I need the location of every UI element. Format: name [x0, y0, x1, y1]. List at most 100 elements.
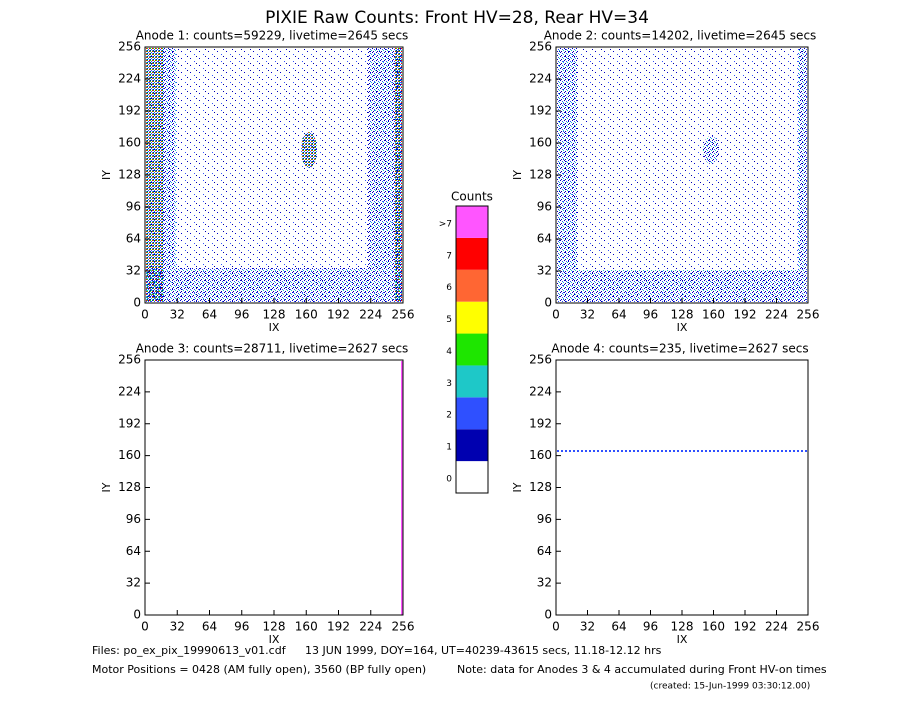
- y-tick-label: 192: [118, 416, 141, 430]
- x-tick-label: 64: [611, 308, 626, 322]
- colorbar-label: 1: [446, 443, 452, 453]
- x-tick-label: 256: [797, 308, 820, 322]
- x-tick-label: 128: [263, 620, 286, 634]
- y-tick-label: 224: [529, 384, 552, 398]
- y-tick-label: 32: [126, 576, 141, 590]
- x-tick-label: 64: [611, 620, 626, 634]
- plot-frame: [144, 359, 404, 616]
- color-swatch: [456, 333, 488, 366]
- y-tick-label: 32: [537, 264, 552, 278]
- panel-texture: [146, 48, 807, 615]
- y-tick-label: 96: [126, 512, 141, 526]
- y-tick-label: 64: [537, 544, 552, 558]
- x-axis-label: IX: [269, 633, 280, 646]
- x-tick-label: 128: [671, 308, 694, 322]
- x-tick-label: 32: [170, 620, 185, 634]
- y-axis-label: IY: [511, 482, 524, 492]
- x-tick-label: 0: [141, 620, 149, 634]
- y-tick-label: 0: [544, 296, 552, 310]
- footer-motor: Motor Positions = 0428 (AM fully open), …: [92, 663, 426, 676]
- color-swatch: [456, 269, 488, 302]
- colorbar-label: 0: [446, 475, 452, 485]
- x-tick-label: 256: [797, 620, 820, 634]
- y-tick-label: 128: [118, 480, 141, 494]
- y-tick-label: 0: [544, 608, 552, 622]
- y-tick-label: 192: [529, 104, 552, 118]
- y-tick-label: 160: [118, 448, 141, 462]
- x-axis-label: IX: [677, 321, 688, 334]
- y-tick-label: 0: [133, 296, 141, 310]
- x-tick-label: 32: [170, 308, 185, 322]
- y-tick-label: 96: [537, 200, 552, 214]
- footer-times: 13 JUN 1999, DOY=164, UT=40239-43615 sec…: [305, 644, 662, 657]
- y-tick-label: 64: [126, 544, 141, 558]
- y-tick-label: 128: [529, 168, 552, 182]
- colorbar-frame: [455, 205, 489, 494]
- x-tick-label: 32: [580, 308, 595, 322]
- color-swatch: [456, 206, 488, 238]
- color-swatch: [456, 429, 488, 462]
- color-swatch: [456, 237, 488, 270]
- y-tick-label: 192: [529, 416, 552, 430]
- x-tick-label: 0: [552, 620, 560, 634]
- x-tick-label: 128: [671, 620, 694, 634]
- colorbar-label: >7: [439, 219, 452, 229]
- x-tick-label: 0: [141, 308, 149, 322]
- x-tick-label: 192: [734, 308, 757, 322]
- y-axis-label: IY: [511, 170, 524, 180]
- y-tick-label: 64: [126, 232, 141, 246]
- y-tick-label: 0: [133, 608, 141, 622]
- y-tick-label: 128: [529, 480, 552, 494]
- y-tick-label: 160: [529, 136, 552, 150]
- y-tick-label: 224: [118, 384, 141, 398]
- x-tick-label: 192: [327, 620, 350, 634]
- x-tick-label: 192: [734, 620, 757, 634]
- y-tick-label: 224: [529, 72, 552, 86]
- y-tick-label: 256: [529, 40, 552, 54]
- x-tick-label: 192: [327, 308, 350, 322]
- x-tick-label: 256: [392, 620, 415, 634]
- y-tick-label: 32: [537, 576, 552, 590]
- y-tick-label: 256: [118, 40, 141, 54]
- colorbar-label: 7: [446, 251, 452, 261]
- y-axis-label: IY: [100, 170, 113, 180]
- x-tick-label: 96: [234, 308, 249, 322]
- x-axis-label: IX: [269, 321, 280, 334]
- x-tick-label: 224: [359, 308, 382, 322]
- y-tick-label: 96: [126, 200, 141, 214]
- y-tick-label: 160: [118, 136, 141, 150]
- y-tick-label: 128: [118, 168, 141, 182]
- x-tick-label: 64: [202, 308, 217, 322]
- x-tick-label: 64: [202, 620, 217, 634]
- x-tick-label: 32: [580, 620, 595, 634]
- colorbar-title: Counts: [451, 190, 493, 204]
- x-tick-label: 96: [234, 620, 249, 634]
- x-tick-label: 160: [295, 620, 318, 634]
- panel-title: Anode 4: counts=235, livetime=2627 secs: [551, 342, 808, 356]
- y-tick-label: 256: [529, 353, 552, 367]
- y-axis-label: IY: [100, 482, 113, 492]
- y-tick-label: 64: [537, 232, 552, 246]
- colorbar-label: 6: [446, 283, 452, 293]
- y-tick-label: 192: [118, 104, 141, 118]
- x-tick-label: 160: [295, 308, 318, 322]
- x-axis-label: IX: [677, 633, 688, 646]
- footer-note: Note: data for Anodes 3 & 4 accumulated …: [457, 663, 827, 676]
- x-tick-label: 224: [765, 620, 788, 634]
- x-tick-label: 128: [263, 308, 286, 322]
- figure-title: PIXIE Raw Counts: Front HV=28, Rear HV=3…: [265, 8, 649, 28]
- y-tick-label: 96: [537, 512, 552, 526]
- footer-created: (created: 15-Jun-1999 03:30:12.00): [650, 682, 810, 692]
- y-tick-label: 224: [118, 72, 141, 86]
- x-tick-label: 96: [643, 308, 658, 322]
- colorbar-label: 5: [446, 315, 452, 325]
- x-tick-label: 96: [643, 620, 658, 634]
- y-tick-label: 32: [126, 264, 141, 278]
- y-tick-label: 160: [529, 448, 552, 462]
- x-tick-label: 0: [552, 308, 560, 322]
- x-tick-label: 256: [392, 308, 415, 322]
- panel-title: Anode 3: counts=28711, livetime=2627 sec…: [136, 342, 409, 356]
- colorbar-label: 4: [446, 347, 452, 357]
